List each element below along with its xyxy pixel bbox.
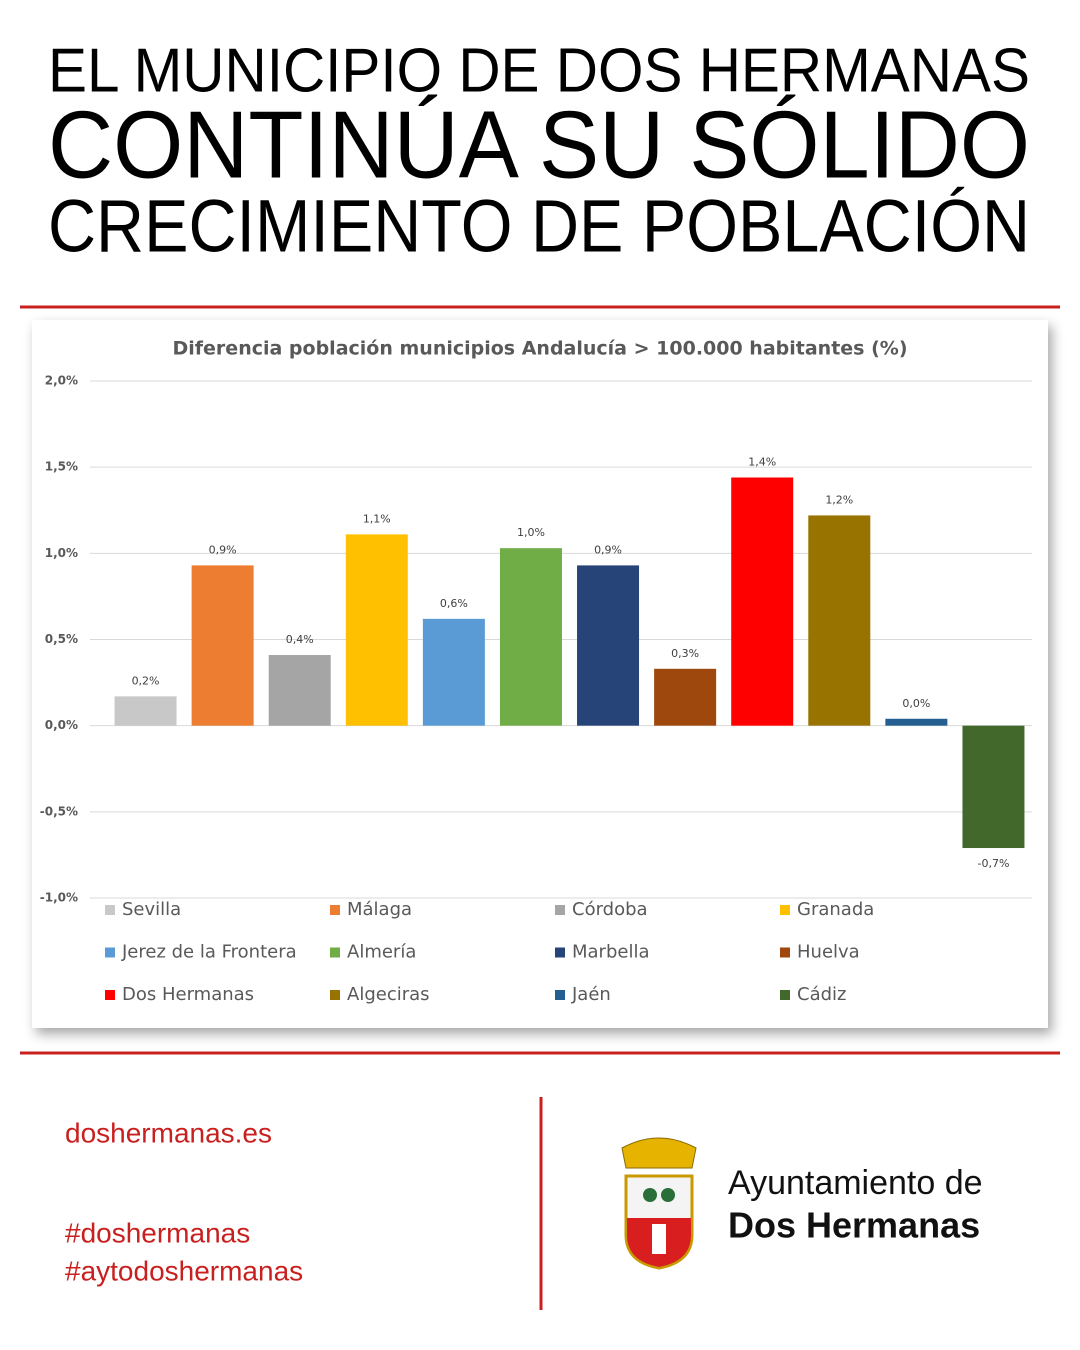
legend-label: Marbella bbox=[572, 942, 650, 963]
data-label: -0,7% bbox=[977, 857, 1009, 870]
coat-of-arms bbox=[621, 1137, 697, 1270]
data-label: 0,3% bbox=[671, 647, 699, 660]
bar bbox=[731, 477, 794, 726]
legend-swatch bbox=[105, 990, 115, 1000]
data-label: 0,6% bbox=[440, 597, 468, 610]
legend-label: Jerez de la Frontera bbox=[121, 942, 297, 963]
legend-label: Sevilla bbox=[122, 899, 181, 920]
legend-label: Algeciras bbox=[347, 984, 430, 1005]
legend-label: Córdoba bbox=[572, 899, 648, 920]
legend-swatch bbox=[780, 990, 790, 1000]
y-tick-label: 2,0% bbox=[45, 374, 78, 388]
legend-swatch bbox=[555, 990, 565, 1000]
data-label: 0,0% bbox=[902, 697, 930, 710]
legend-label: Huelva bbox=[797, 942, 860, 963]
bar bbox=[345, 534, 408, 726]
y-tick-label: 1,0% bbox=[45, 546, 78, 560]
legend-swatch bbox=[330, 905, 340, 915]
chart: -1,0% -0,5% 0,0% 0,5% 1,0% 1,5% 2,0% 0,2% 0,9% 0,… bbox=[40, 374, 1032, 1005]
y-tick-label: -1,0% bbox=[40, 891, 78, 905]
bar bbox=[422, 618, 485, 726]
headline-line: EL MUNICIPIO DE DOS HERMANAS bbox=[48, 36, 1030, 105]
bar bbox=[885, 718, 948, 726]
legend-label: Granada bbox=[797, 899, 874, 920]
bar bbox=[962, 725, 1025, 849]
data-label: 1,4% bbox=[748, 456, 776, 469]
y-tick-label: -0,5% bbox=[40, 804, 78, 818]
bar bbox=[114, 696, 177, 726]
organization-name: Ayuntamiento de bbox=[728, 1164, 983, 1202]
bar bbox=[808, 515, 871, 726]
legend-label: Málaga bbox=[347, 899, 412, 920]
hashtag[interactable]: #aytodoshermanas bbox=[65, 1255, 303, 1286]
legend-label: Almería bbox=[347, 942, 416, 963]
website[interactable]: doshermanas.es bbox=[65, 1117, 272, 1148]
data-label: 0,2% bbox=[132, 674, 160, 687]
headline-line: CRECIMIENTO DE POBLACIÓN bbox=[48, 185, 1030, 268]
legend-label: Cádiz bbox=[797, 984, 846, 1005]
data-label: 1,2% bbox=[825, 493, 853, 506]
headline-line: CONTINÚA SU SÓLIDO bbox=[48, 91, 1030, 198]
legend-swatch bbox=[330, 990, 340, 1000]
chart-title: Diferencia población municipios Andalucí… bbox=[173, 338, 908, 360]
bar bbox=[191, 565, 254, 726]
data-label: 0,9% bbox=[594, 543, 622, 556]
organization-name: Dos Hermanas bbox=[728, 1205, 980, 1246]
bar bbox=[577, 565, 640, 726]
legend-swatch bbox=[555, 905, 565, 915]
legend-label: Dos Hermanas bbox=[122, 984, 254, 1005]
bar bbox=[654, 668, 717, 726]
y-tick-label: 0,5% bbox=[45, 632, 78, 646]
data-label: 1,1% bbox=[363, 512, 391, 525]
legend-swatch bbox=[555, 947, 565, 958]
legend-swatch bbox=[105, 947, 115, 958]
legend-swatch bbox=[780, 905, 790, 915]
y-tick-label: 0,0% bbox=[45, 718, 78, 732]
legend-swatch bbox=[105, 905, 115, 915]
y-tick-label: 1,5% bbox=[45, 460, 78, 474]
data-label: 0,9% bbox=[209, 543, 237, 556]
legend-label: Jaén bbox=[571, 984, 611, 1005]
bar bbox=[499, 548, 562, 726]
data-label: 0,4% bbox=[286, 633, 314, 646]
hashtag[interactable]: #doshermanas bbox=[65, 1217, 250, 1248]
legend-swatch bbox=[780, 947, 790, 958]
bar bbox=[268, 655, 331, 726]
legend-swatch bbox=[330, 947, 340, 958]
data-label: 1,0% bbox=[517, 526, 545, 539]
